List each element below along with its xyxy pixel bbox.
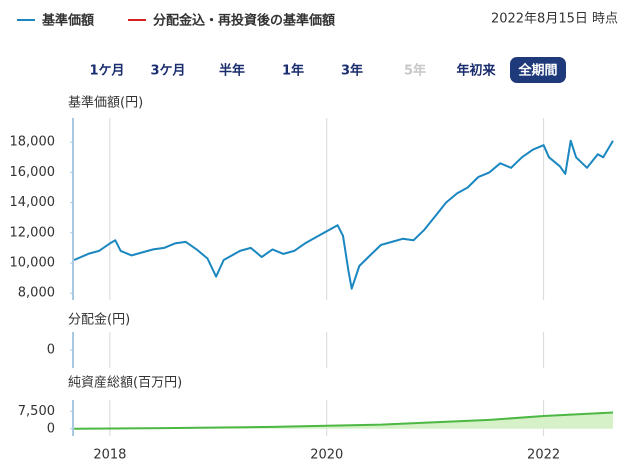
y-tick-label: 0 (47, 421, 55, 436)
area-fill (74, 412, 614, 429)
y-tick-label: 18,000 (10, 135, 56, 150)
period-button[interactable]: 3年 (341, 63, 363, 79)
period-button: 5年 (404, 63, 426, 79)
panel-title: 基準価額(円) (68, 95, 143, 111)
y-tick-label: 10,000 (10, 255, 56, 270)
x-tick-label: 2022 (527, 448, 560, 463)
panel-title: 純資産総額(百万円) (68, 375, 182, 391)
legend-label: 分配金込・再投資後の基準価額 (153, 13, 335, 29)
y-tick-label: 7,500 (18, 404, 55, 419)
period-button[interactable]: 全期間 (517, 63, 557, 79)
period-button[interactable]: 3ケ月 (150, 64, 185, 79)
period-button[interactable]: 1ケ月 (89, 64, 124, 79)
period-button[interactable]: 半年 (219, 63, 245, 79)
y-tick-label: 16,000 (10, 165, 56, 180)
period-button-bg[interactable] (510, 57, 566, 83)
x-tick-label: 2018 (93, 448, 126, 463)
panel-title: 分配金(円) (68, 312, 130, 328)
series-line (74, 411, 614, 430)
series-line (73, 139, 614, 290)
y-tick-label: 14,000 (10, 195, 56, 210)
y-tick-label: 8,000 (18, 286, 55, 301)
legend-label: 基準価額 (41, 13, 94, 29)
period-button[interactable]: 年初来 (456, 63, 496, 79)
period-button[interactable]: 1年 (282, 63, 304, 79)
y-tick-label: 12,000 (10, 225, 56, 240)
x-tick-label: 2020 (310, 448, 343, 463)
as-of-date: 2022年8月15日 時点 (491, 12, 618, 27)
y-tick-label: 0 (47, 343, 55, 358)
